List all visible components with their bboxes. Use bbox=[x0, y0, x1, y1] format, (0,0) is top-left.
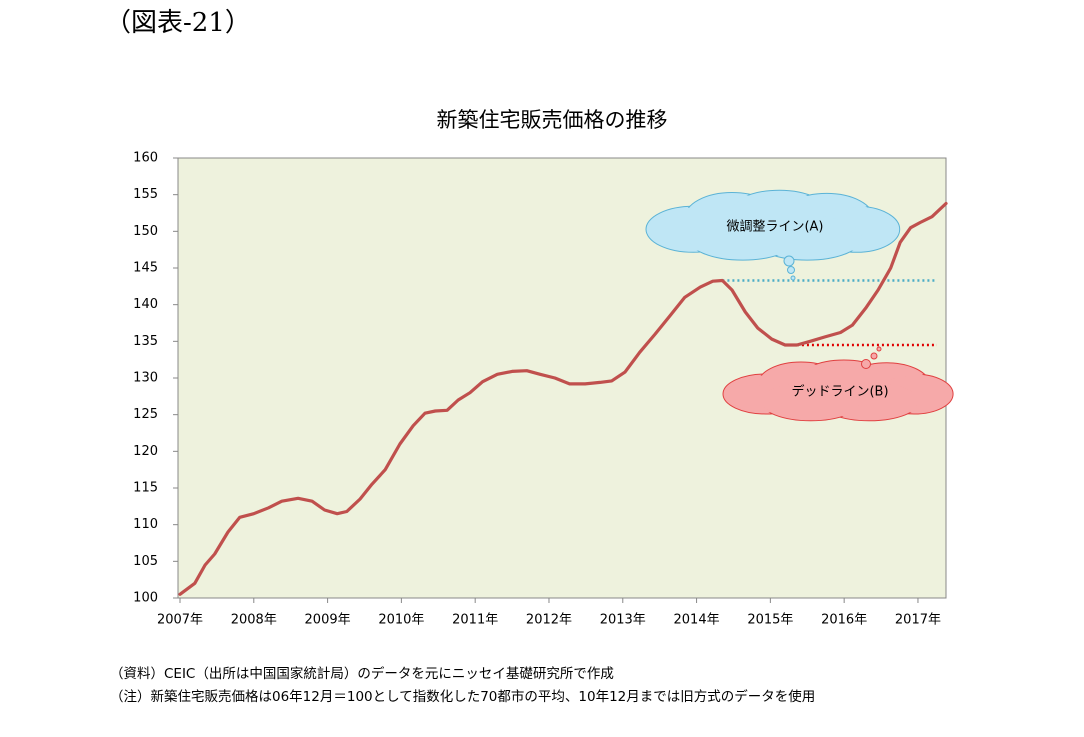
y-tick-label: 110 bbox=[133, 517, 158, 532]
y-tick-label: 130 bbox=[133, 371, 158, 386]
x-tick-label: 2010年 bbox=[378, 613, 424, 628]
y-tick-label: 105 bbox=[133, 554, 158, 569]
x-tick-label: 2008年 bbox=[231, 613, 277, 628]
callout-bubble bbox=[787, 266, 795, 274]
callout-cloud-fill bbox=[761, 382, 860, 420]
x-tick-label: 2014年 bbox=[674, 613, 720, 628]
x-tick-label: 2009年 bbox=[305, 613, 351, 628]
x-tick-label: 2012年 bbox=[526, 613, 572, 628]
x-tick-label: 2017年 bbox=[895, 613, 941, 628]
annotation-text: デッドライン(B) bbox=[791, 384, 888, 400]
footnote: （注）新築住宅販売価格は06年12月＝100として指数化した70都市の平均、10… bbox=[110, 688, 815, 705]
x-tick-label: 2011年 bbox=[452, 613, 498, 628]
y-tick-label: 155 bbox=[133, 187, 158, 202]
y-tick-label: 125 bbox=[133, 407, 158, 422]
callout-bubble bbox=[861, 359, 871, 369]
figure-label: （図表-21） bbox=[105, 8, 251, 38]
x-tick-label: 2013年 bbox=[600, 613, 646, 628]
source-note: （資料）CEIC（出所は中国国家統計局）のデータを元にニッセイ基礎研究所で作成 bbox=[110, 665, 614, 682]
callout-bubble bbox=[790, 275, 796, 281]
annotation-text: 微調整ライン(A) bbox=[726, 220, 823, 235]
x-tick-label: 2016年 bbox=[821, 613, 867, 628]
x-tick-label: 2015年 bbox=[747, 613, 793, 628]
y-tick-label: 135 bbox=[133, 334, 158, 349]
y-tick-label: 145 bbox=[133, 261, 158, 276]
y-tick-label: 115 bbox=[133, 481, 158, 496]
y-tick-label: 100 bbox=[133, 591, 158, 606]
y-tick-label: 160 bbox=[133, 151, 158, 166]
y-tick-label: 120 bbox=[133, 444, 158, 459]
y-tick-label: 140 bbox=[133, 297, 158, 312]
x-tick-label: 2007年 bbox=[157, 613, 203, 628]
data-line bbox=[178, 201, 948, 596]
callout-bubble bbox=[783, 255, 795, 267]
chart-title: 新築住宅販売価格の推移 bbox=[437, 108, 668, 132]
callout-bubble bbox=[876, 346, 882, 352]
callout-cloud-fill bbox=[688, 215, 798, 259]
callout-bubble bbox=[870, 352, 878, 360]
y-tick-label: 150 bbox=[133, 224, 158, 239]
